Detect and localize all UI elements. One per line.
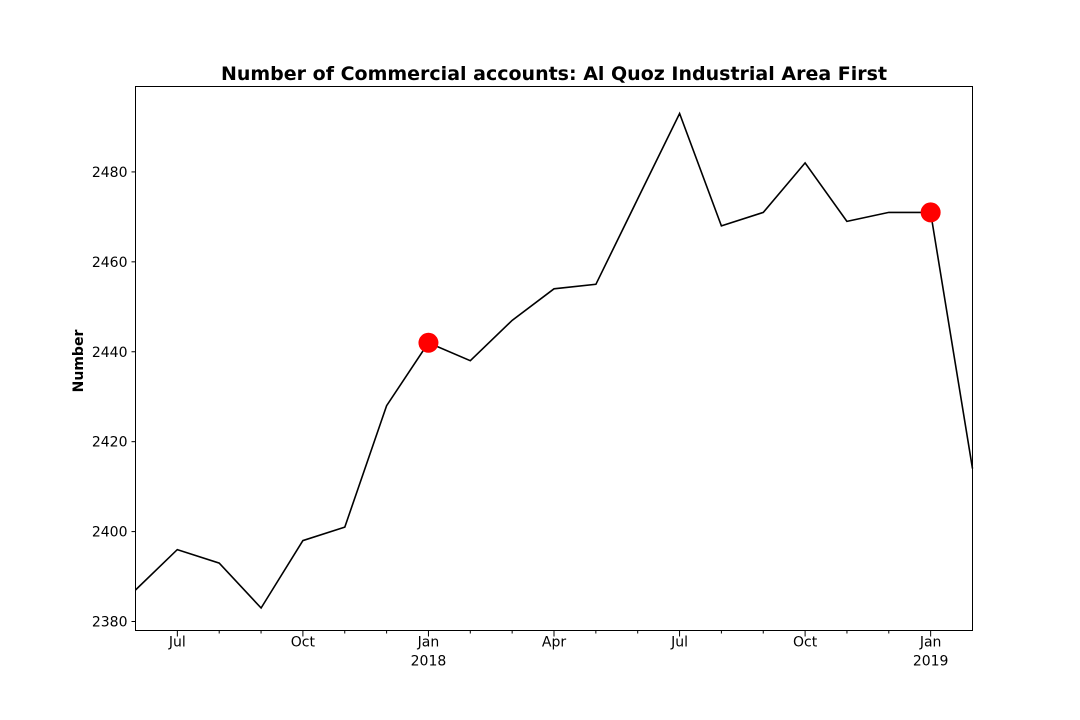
- x-tick-year-label: 2018: [411, 654, 447, 670]
- x-tick-label: Oct: [291, 635, 316, 651]
- y-tick-label: 2480: [92, 165, 128, 181]
- y-axis-label: Number: [71, 330, 87, 393]
- x-tick-label: Jan: [417, 635, 440, 651]
- y-tick-label: 2380: [92, 615, 128, 631]
- axes: 2380 2400 2420 2440 2460 2480 Jul Oct Jan 2018 Apr…: [92, 165, 949, 670]
- series-group: [134, 111, 974, 610]
- chart-title: Number of Commercial accounts: Al Quoz I…: [221, 63, 887, 85]
- highlight-marker: [418, 332, 439, 353]
- y-tick-label: 2400: [92, 525, 128, 541]
- y-tick-label: 2420: [92, 435, 128, 451]
- x-tick-label: Jul: [168, 635, 186, 651]
- y-tick-label: 2460: [92, 255, 128, 271]
- plot-frame: [135, 86, 973, 631]
- x-tick-label: Apr: [542, 635, 566, 651]
- series-line: [134, 111, 974, 610]
- x-tick-label: Jul: [670, 635, 688, 651]
- highlight-marker: [920, 202, 941, 223]
- x-tick-label: Oct: [793, 635, 818, 651]
- x-tick-label: Jan: [919, 635, 942, 651]
- highlight-markers: [418, 202, 941, 353]
- y-tick-label: 2440: [92, 345, 128, 361]
- x-tick-year-label: 2019: [913, 654, 949, 670]
